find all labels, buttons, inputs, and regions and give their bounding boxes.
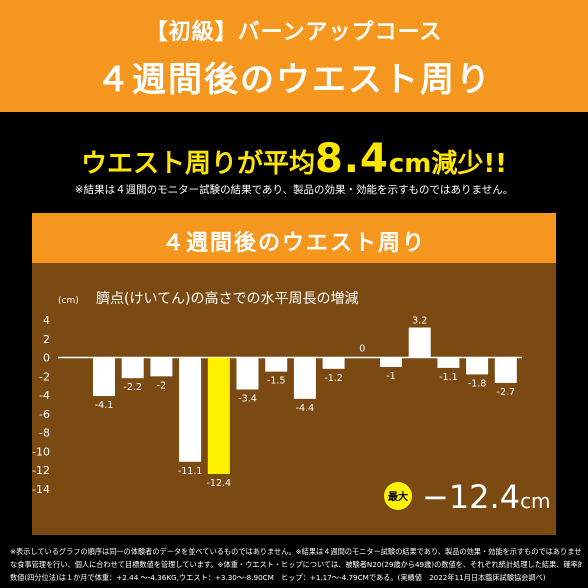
panel-title: ４週間後のウエスト周り [161,231,426,256]
bar [93,357,115,397]
max-badge-circle [384,482,412,510]
bar-value-label: -2.7 [497,387,516,398]
y-tick-label: -8 [39,427,50,440]
bar-value-label: -2 [157,380,166,391]
bar [293,357,316,399]
max-badge-label: 最大 [388,490,408,503]
bar [466,357,489,375]
y-tick-label: 4 [43,314,50,327]
bar-value-label: -4.4 [296,403,315,414]
bar-value-label: -1.2 [324,373,343,384]
panel-header: ４週間後のウエスト周り [32,213,556,263]
y-axis-unit-label: (cm) [58,296,79,306]
max-badge-value: −12.4cm [422,478,551,516]
bar [150,357,173,377]
bar-value-label: -2.2 [123,382,142,393]
bar [179,357,202,462]
bar [236,357,259,390]
bar [437,357,460,368]
y-tick-label: -12 [32,464,50,477]
bar-value-label: -1 [386,371,395,382]
course-subtitle: 【初級】バーンアップコース [145,20,443,45]
bar-value-label: -1.5 [267,376,286,387]
bar-value-label: -1.8 [468,378,487,389]
footnote-line-2: な食事管理を行い、個人に合わせて目標数値を管理しています。※体重・ウエスト・ヒッ… [10,560,582,569]
bar-value-label: -11.1 [178,466,203,477]
bar-value-label: -4.1 [95,400,114,411]
bar-value-label: -1.1 [439,372,458,383]
headline: ウエスト周りが平均8.4cm減少!! [0,136,588,182]
max-badge: 最大 −12.4cm [384,478,551,516]
page-title: ４週間後のウエスト周り [96,60,492,100]
footnote-line-1: ※表示しているグラフの順序は同一の体験者のデータを並べているものではありません。… [10,547,582,556]
bar [207,357,230,474]
bar-value-label: -12.4 [207,478,232,489]
y-tick-label: 0 [43,352,50,365]
footnote-line-3: 数値(四分位法)は１か月で体重：+2.44 〜-4.36KG,ウエスト：+3.3… [10,573,546,582]
bar-value-label: -3.4 [238,393,257,404]
y-tick-label: -6 [39,408,50,421]
chart-panel: (cm) 臍点(けいてん)の高さでの水平周長の増減 4 2 0 -2 -4 -6 -8 -10… [32,263,556,535]
bar [380,357,402,367]
bar-value-label: 3.2 [412,316,427,327]
headline-suffix: 減少!! [431,149,508,179]
headline-text: ウエスト周りが平均 [80,149,315,179]
bar [408,327,431,358]
footnote: ※表示しているグラフの順序は同一の体験者のデータを並べているものではありません。… [10,545,582,584]
bar [322,357,345,369]
y-tick-label: -4 [39,389,50,402]
disclaimer: ※結果は４週間のモニター試験の結果であり、製品の効果・効能を示すものではありませ… [74,184,514,196]
bar [494,357,517,383]
bar-value-label: 0 [359,344,365,355]
header-banner: 【初級】バーンアップコース ４週間後のウエスト周り [0,0,588,112]
y-tick-label: -2 [39,370,50,383]
chart-title: 臍点(けいてん)の高さでの水平周長の増減 [96,290,359,307]
y-tick-label: -10 [32,445,50,458]
bar [121,357,144,379]
headline-unit: cm [388,149,432,179]
headline-value: 8.4 [314,136,389,182]
bar [265,357,288,372]
y-tick-label: -14 [32,483,50,496]
max-badge-unit: cm [520,489,550,513]
bar-chart: (cm) 臍点(けいてん)の高さでの水平周長の増減 420-2-4-6-8-10… [32,290,551,516]
max-badge-number: −12.4 [422,478,520,516]
y-tick-label: 2 [43,333,50,346]
